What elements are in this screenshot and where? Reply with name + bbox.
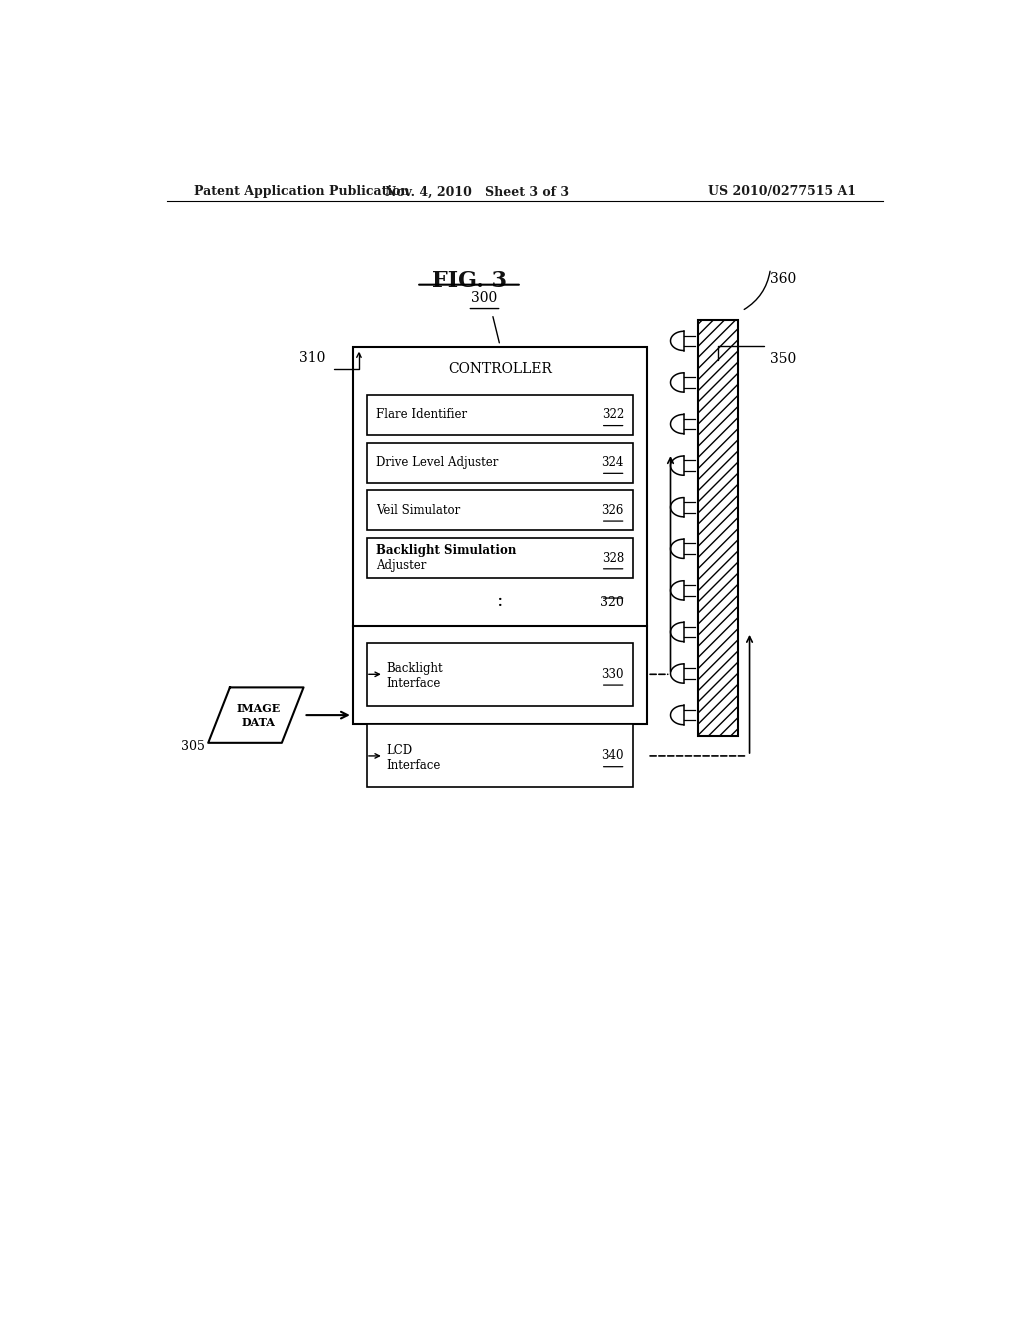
Text: Patent Application Publication: Patent Application Publication xyxy=(194,185,410,198)
FancyBboxPatch shape xyxy=(367,442,633,483)
FancyBboxPatch shape xyxy=(352,347,647,725)
Text: 324: 324 xyxy=(602,455,624,469)
FancyBboxPatch shape xyxy=(367,643,633,706)
Text: 350: 350 xyxy=(770,352,797,367)
FancyBboxPatch shape xyxy=(367,725,633,788)
Text: Adjuster: Adjuster xyxy=(376,560,426,573)
Text: 310: 310 xyxy=(299,351,326,364)
FancyBboxPatch shape xyxy=(367,539,633,578)
Text: Backlight Simulation: Backlight Simulation xyxy=(376,544,516,557)
Text: LCD: LCD xyxy=(386,744,413,758)
Bar xyxy=(697,321,738,737)
Text: FIG. 3: FIG. 3 xyxy=(431,271,507,292)
Text: Nov. 4, 2010   Sheet 3 of 3: Nov. 4, 2010 Sheet 3 of 3 xyxy=(385,185,568,198)
Text: :: : xyxy=(497,591,503,610)
Text: IMAGE: IMAGE xyxy=(237,704,281,714)
FancyBboxPatch shape xyxy=(367,490,633,531)
Text: 305: 305 xyxy=(181,739,205,752)
Text: Drive Level Adjuster: Drive Level Adjuster xyxy=(376,455,499,469)
Text: Veil Simulator: Veil Simulator xyxy=(376,504,460,517)
Text: Flare Identifier: Flare Identifier xyxy=(376,408,467,421)
Text: 340: 340 xyxy=(601,750,624,763)
Text: 322: 322 xyxy=(602,408,624,421)
FancyBboxPatch shape xyxy=(367,395,633,434)
Text: 300: 300 xyxy=(471,290,498,305)
Text: Interface: Interface xyxy=(386,677,440,690)
Text: 326: 326 xyxy=(602,504,624,517)
Text: 320: 320 xyxy=(600,595,624,609)
Text: 360: 360 xyxy=(770,272,797,286)
Polygon shape xyxy=(208,688,303,743)
Text: US 2010/0277515 A1: US 2010/0277515 A1 xyxy=(709,185,856,198)
Text: 328: 328 xyxy=(602,552,624,565)
Text: 330: 330 xyxy=(601,668,624,681)
Text: CONTROLLER: CONTROLLER xyxy=(449,363,552,376)
Text: Interface: Interface xyxy=(386,759,440,772)
Text: Backlight: Backlight xyxy=(386,663,442,676)
Text: DATA: DATA xyxy=(242,717,275,729)
